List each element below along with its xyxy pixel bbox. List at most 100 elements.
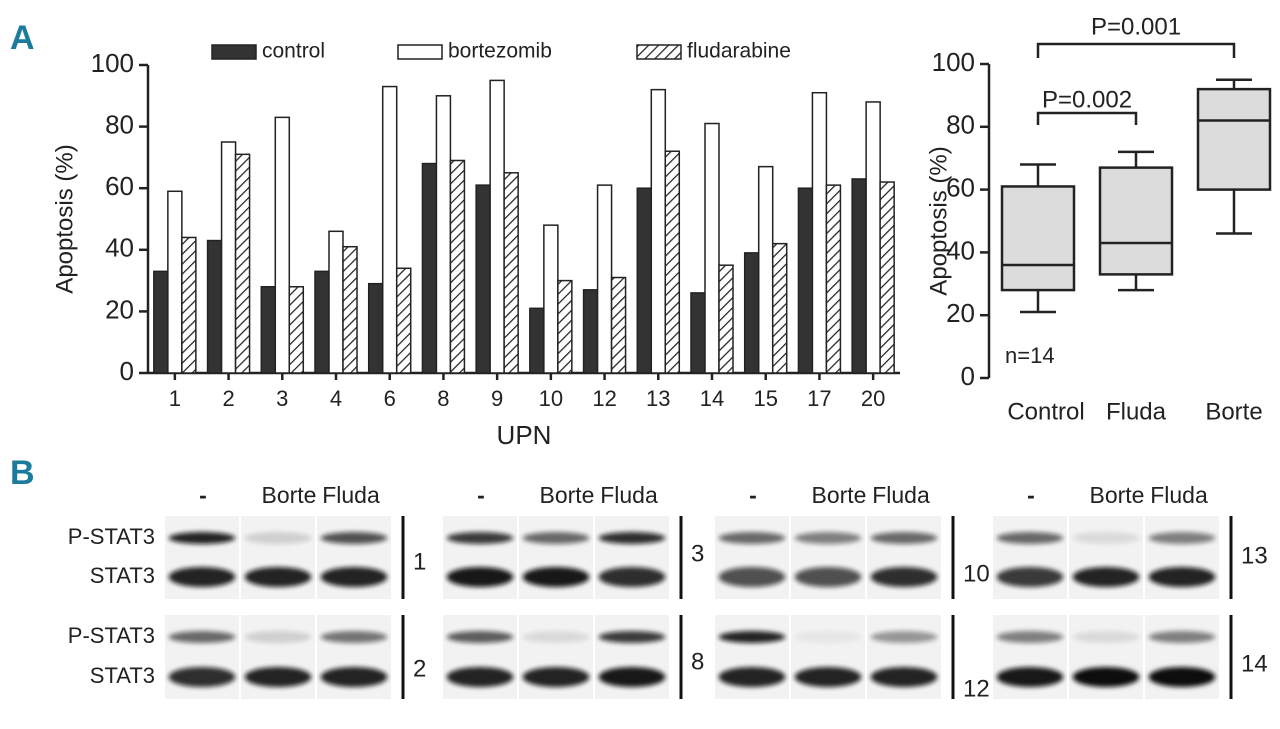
bar: [797, 187, 814, 374]
bar: [557, 279, 573, 374]
bar: [153, 270, 169, 374]
blot-band: [598, 667, 666, 687]
bar: [529, 307, 545, 374]
bar: [489, 79, 505, 374]
bar: [543, 224, 559, 374]
blot-band: [794, 532, 862, 544]
bar: [596, 184, 613, 374]
blot-band: [718, 667, 786, 687]
upn-label: 10: [963, 560, 990, 587]
x-tick-label: 17: [807, 386, 831, 411]
annotation: P=0.001: [1091, 13, 1181, 40]
bar: [314, 270, 330, 374]
blot-band: [870, 631, 938, 643]
lane-header: Borte: [540, 482, 595, 508]
blot-band: [244, 532, 312, 544]
y-axis-label: Apoptosis (%): [925, 146, 952, 295]
upn-label: 12: [963, 675, 990, 702]
bar: [395, 267, 412, 374]
y-tick-label: 0: [961, 361, 975, 391]
bar: [757, 165, 774, 374]
bar: [690, 292, 706, 374]
row-label: P-STAT3: [68, 524, 155, 549]
legend-label: fludarabine: [687, 40, 791, 63]
blot-band: [168, 567, 236, 587]
box: [1196, 87, 1272, 191]
legend-label: bortezomib: [448, 40, 552, 63]
bar: [503, 172, 519, 374]
blot-band: [244, 631, 312, 643]
bar: [342, 245, 358, 374]
bar: [771, 242, 788, 374]
blot-band: [718, 567, 786, 587]
x-axis-label: UPN: [497, 420, 552, 450]
y-axis-label: Apoptosis (%): [51, 144, 78, 293]
annotation: n=14: [1005, 343, 1055, 368]
blot-band: [1072, 567, 1140, 587]
bar: [664, 150, 681, 374]
blot-band: [446, 532, 514, 544]
y-tick-label: 40: [946, 235, 975, 265]
bar: [181, 236, 197, 374]
blot-band: [598, 631, 666, 643]
lane-header: Borte: [812, 482, 867, 508]
y-tick-label: 100: [91, 48, 134, 78]
x-tick-label: 15: [753, 386, 777, 411]
blot-band: [996, 532, 1064, 544]
blot-band: [522, 532, 590, 544]
blot-band: [598, 567, 666, 587]
bracket: [1036, 42, 1236, 58]
blot-band: [168, 532, 236, 544]
blot-band: [320, 667, 388, 687]
blot-band: [446, 567, 514, 587]
blot-band: [996, 667, 1064, 687]
box: [1098, 166, 1174, 276]
blot-band: [168, 631, 236, 643]
x-tick-label: 14: [700, 386, 724, 411]
blot-band: [794, 667, 862, 687]
blot-band: [1072, 631, 1140, 643]
x-tick-label: 20: [861, 386, 885, 411]
blot-band: [718, 631, 786, 643]
bar: [743, 252, 760, 374]
x-tick-label: Control: [1007, 398, 1084, 425]
blot-band: [1072, 532, 1140, 544]
bar: [825, 184, 842, 374]
y-tick-label: 20: [105, 294, 134, 324]
bar: [650, 88, 667, 374]
x-tick-label: 6: [384, 386, 396, 411]
x-tick-label: Fluda: [1106, 398, 1167, 425]
x-tick-label: 9: [491, 386, 503, 411]
blot-band: [522, 567, 590, 587]
panel-label: B: [10, 454, 35, 492]
y-tick-label: 60: [105, 171, 134, 201]
bar: [421, 162, 438, 374]
y-tick-label: 40: [105, 233, 134, 263]
bar: [851, 178, 867, 374]
blot-band: [446, 667, 514, 687]
blot-band: [320, 567, 388, 587]
upn-label: 8: [691, 648, 704, 675]
x-tick-label: 3: [276, 386, 288, 411]
bar: [381, 85, 398, 374]
lane-header: -: [477, 482, 485, 508]
blot-band: [870, 667, 938, 687]
lane-header: -: [1027, 482, 1035, 508]
lane-header: -: [199, 482, 207, 508]
upn-label: 1: [413, 548, 426, 575]
blot-band: [320, 532, 388, 544]
blot-band: [598, 532, 666, 544]
upn-label: 14: [1241, 650, 1268, 677]
bar: [206, 239, 223, 374]
blot-band: [870, 567, 938, 587]
lane-header: Fluda: [1150, 482, 1208, 508]
blot-band: [522, 667, 590, 687]
blot-band: [718, 532, 786, 544]
row-label: STAT3: [90, 663, 155, 688]
blot-band: [1072, 667, 1140, 687]
panel-label: A: [10, 19, 35, 57]
bar: [260, 286, 277, 374]
legend-swatch: [211, 44, 257, 60]
